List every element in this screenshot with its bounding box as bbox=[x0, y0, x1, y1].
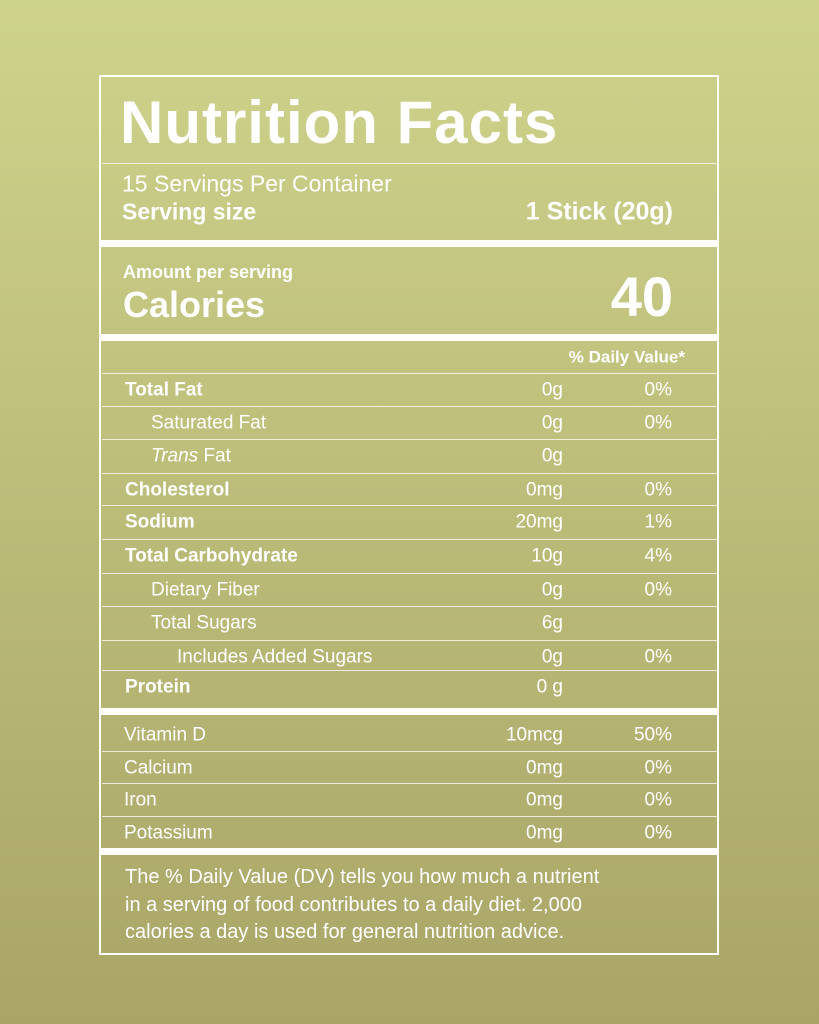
vitamin-dv: 0% bbox=[644, 757, 672, 779]
divider bbox=[102, 606, 717, 607]
vitamin-amount: 0mg bbox=[526, 822, 563, 844]
divider bbox=[102, 473, 717, 474]
vitamin-amount: 0mg bbox=[526, 789, 563, 811]
divider bbox=[101, 848, 718, 855]
vitamin-name: Vitamin D bbox=[124, 724, 207, 746]
vitamin-name: Calcium bbox=[124, 757, 193, 779]
divider bbox=[102, 670, 717, 671]
nutrient-dv: 0% bbox=[644, 579, 672, 601]
nutrient-name: Total Fat bbox=[125, 379, 203, 401]
amount-per-serving: Amount per serving bbox=[123, 262, 294, 282]
divider bbox=[102, 573, 717, 574]
nutrient-dv: 0% bbox=[644, 412, 672, 434]
nutrient-name: Fat bbox=[203, 445, 231, 467]
nutrient-name: Total Carbohydrate bbox=[125, 545, 298, 567]
divider bbox=[102, 751, 717, 752]
calories-label: Calories bbox=[123, 284, 266, 325]
nutrient-amount: 6g bbox=[541, 612, 563, 634]
divider bbox=[102, 163, 717, 164]
nutrient-dv: 0% bbox=[644, 646, 672, 668]
nutrient-name: Sodium bbox=[125, 511, 195, 533]
dv-header: % Daily Value* bbox=[568, 347, 685, 367]
nutrient-name: Trans Fat bbox=[151, 447, 231, 466]
nutrient-dv: 1% bbox=[644, 511, 672, 533]
vitamin-amount: 10mcg bbox=[505, 724, 563, 746]
vitamin-dv: 0% bbox=[644, 789, 672, 811]
footnote-line: calories a day is used for general nutri… bbox=[125, 921, 565, 943]
divider bbox=[102, 406, 717, 407]
vitamin-dv: 0% bbox=[644, 822, 672, 844]
nutrient-name: Total Sugars bbox=[151, 612, 257, 634]
divider bbox=[101, 708, 718, 715]
nutrient-name: Includes Added Sugars bbox=[177, 646, 373, 668]
nutrient-amount: 20mg bbox=[515, 511, 563, 533]
nutrient-name: Cholesterol bbox=[125, 479, 230, 501]
divider bbox=[102, 783, 717, 784]
divider bbox=[102, 439, 717, 440]
divider bbox=[102, 640, 717, 641]
nutrient-name: Protein bbox=[125, 676, 191, 698]
nutrient-dv: 0% bbox=[644, 379, 672, 401]
nutrient-amount: 0mg bbox=[526, 479, 563, 501]
servings: 15 Servings Per Container bbox=[122, 170, 392, 197]
title: Nutrition Facts bbox=[120, 89, 559, 156]
vitamin-name: Potassium bbox=[124, 822, 213, 844]
footnote-line: The % Daily Value (DV) tells you how muc… bbox=[125, 866, 600, 888]
nutrient-name: Dietary Fiber bbox=[151, 579, 260, 601]
nutrient-amount: 0g bbox=[541, 579, 563, 601]
divider bbox=[102, 816, 717, 817]
serving-size-label: Serving size bbox=[122, 198, 257, 225]
calories-value: 40 bbox=[610, 265, 673, 328]
serving-size-value: 1 Stick (20g) bbox=[525, 197, 673, 226]
nutrient-amount: 0g bbox=[541, 445, 563, 467]
nutrient-amount: 10g bbox=[531, 545, 563, 567]
divider bbox=[102, 505, 717, 506]
divider bbox=[102, 373, 717, 374]
nutrient-amount: 0g bbox=[541, 646, 563, 668]
nutrient-amount: 0 g bbox=[536, 676, 563, 698]
divider bbox=[102, 539, 717, 540]
nutrient-name-italic: Trans bbox=[151, 445, 199, 467]
label-frame bbox=[99, 75, 719, 955]
footnote-line: in a serving of food contributes to a da… bbox=[125, 894, 582, 916]
vitamin-amount: 0mg bbox=[526, 757, 563, 779]
nutrient-dv: 4% bbox=[644, 545, 672, 567]
vitamin-name: Iron bbox=[124, 789, 157, 811]
nutrient-name: Saturated Fat bbox=[151, 412, 267, 434]
nutrient-amount: 0g bbox=[541, 379, 563, 401]
divider bbox=[101, 334, 718, 341]
nutrient-dv: 0% bbox=[644, 479, 672, 501]
nutrient-amount: 0g bbox=[541, 412, 563, 434]
vitamin-dv: 50% bbox=[633, 724, 672, 746]
divider bbox=[101, 240, 718, 247]
